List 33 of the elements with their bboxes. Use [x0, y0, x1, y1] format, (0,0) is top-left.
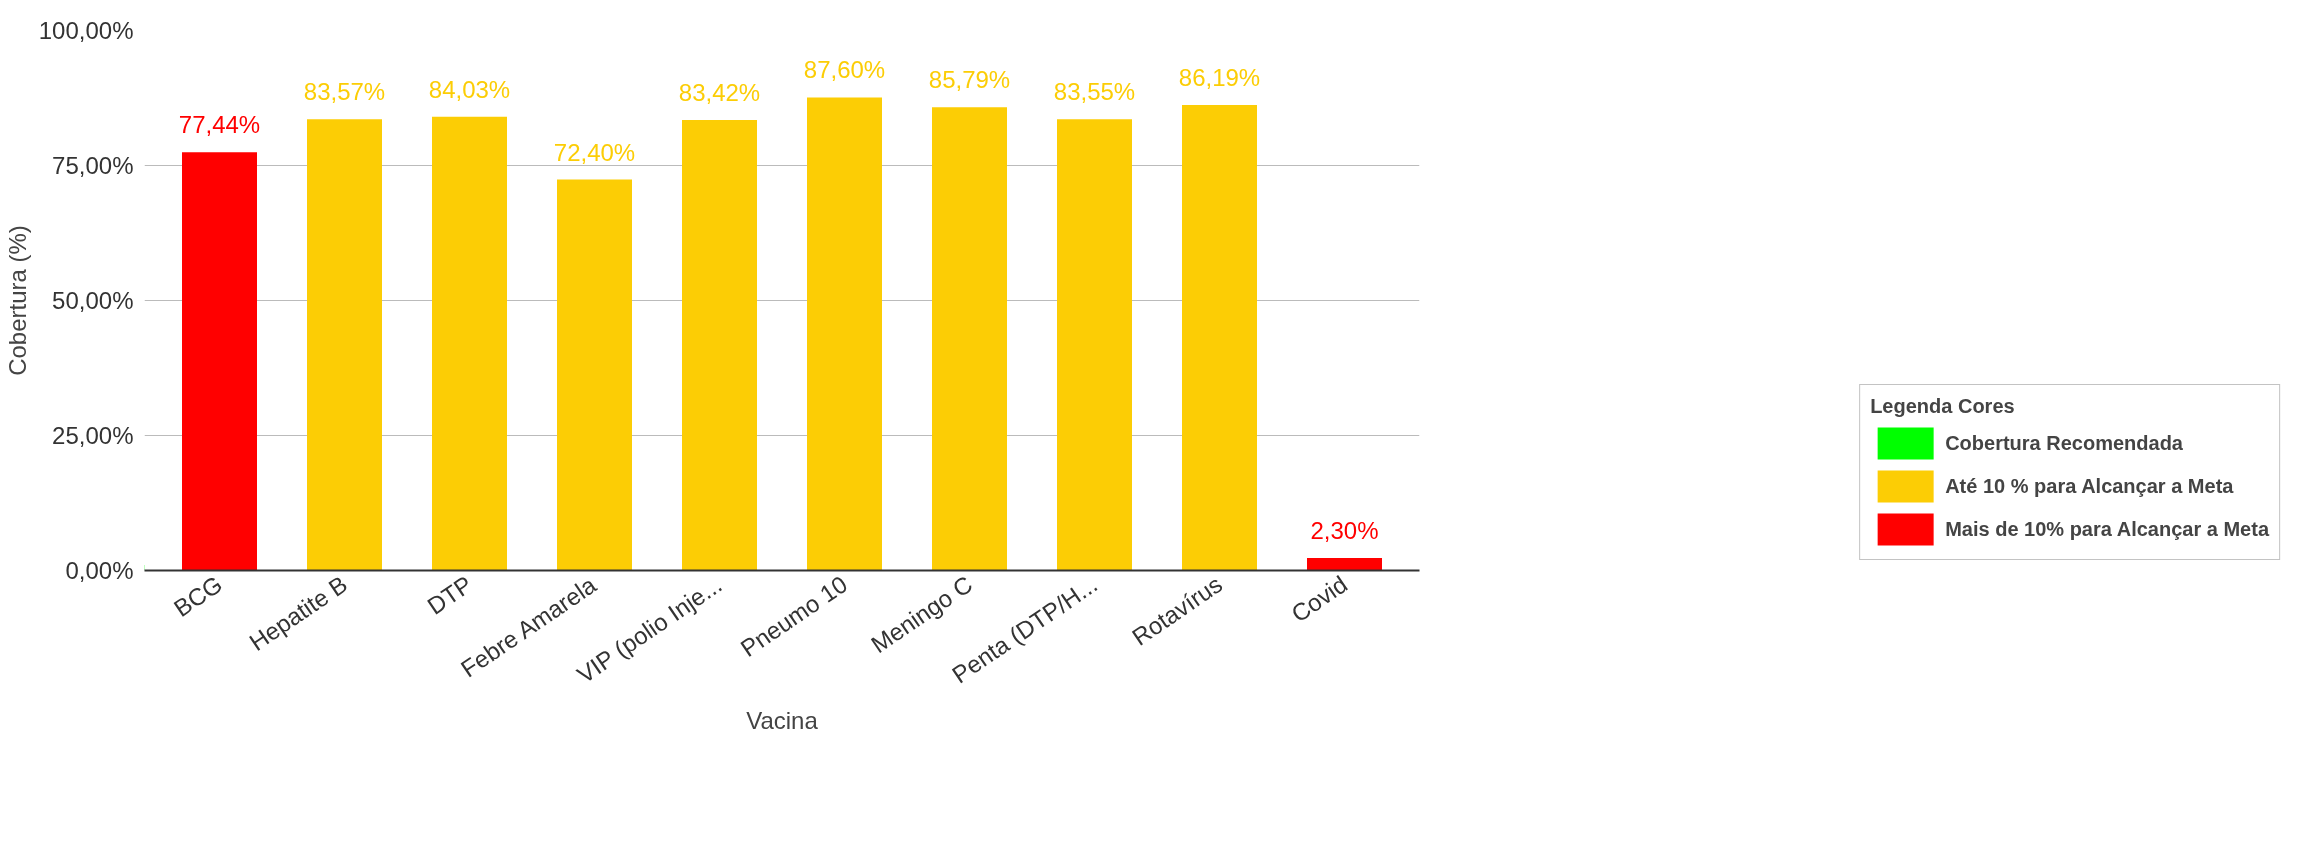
- x-tick-label: BCG: [168, 570, 228, 623]
- bar: [1057, 119, 1132, 571]
- data-label: 2,30%: [1310, 517, 1379, 545]
- bar: [182, 152, 257, 571]
- legend-label: Até 10 % para Alcançar a Meta: [1945, 474, 2234, 498]
- y-tick-label: 25,00%: [52, 422, 134, 449]
- legend-title: Legenda Cores: [1870, 395, 2016, 418]
- bar: [557, 179, 632, 571]
- bar: [807, 97, 882, 571]
- data-label: 87,60%: [803, 56, 886, 84]
- data-label: 86,19%: [1178, 64, 1261, 92]
- legend-label: Mais de 10% para Alcançar a Meta: [1945, 517, 2269, 541]
- data-label: 85,79%: [928, 66, 1011, 94]
- bar: [432, 116, 507, 571]
- data-label: 77,44%: [178, 111, 261, 139]
- bar: [307, 119, 382, 571]
- bar: [1182, 105, 1257, 571]
- data-label: 83,42%: [678, 79, 761, 107]
- data-label: 83,55%: [1053, 78, 1136, 106]
- bar: [1307, 558, 1382, 571]
- y-tick-label: 75,00%: [52, 152, 134, 179]
- legend-label: Cobertura Recomendada: [1945, 431, 2183, 455]
- data-label: 72,40%: [553, 138, 636, 166]
- y-tick-label: 100,00%: [38, 17, 134, 44]
- y-tick-label: 50,00%: [52, 287, 134, 314]
- bar: [682, 120, 757, 571]
- data-label: 84,03%: [428, 75, 511, 103]
- y-axis-title: Cobertura (%): [3, 225, 31, 376]
- y-tick-label: 0,00%: [65, 557, 134, 584]
- data-label: 83,57%: [303, 78, 386, 106]
- x-axis-title: Vacina: [746, 707, 819, 735]
- bar: [932, 107, 1007, 571]
- x-tick-label: DTP: [422, 570, 478, 620]
